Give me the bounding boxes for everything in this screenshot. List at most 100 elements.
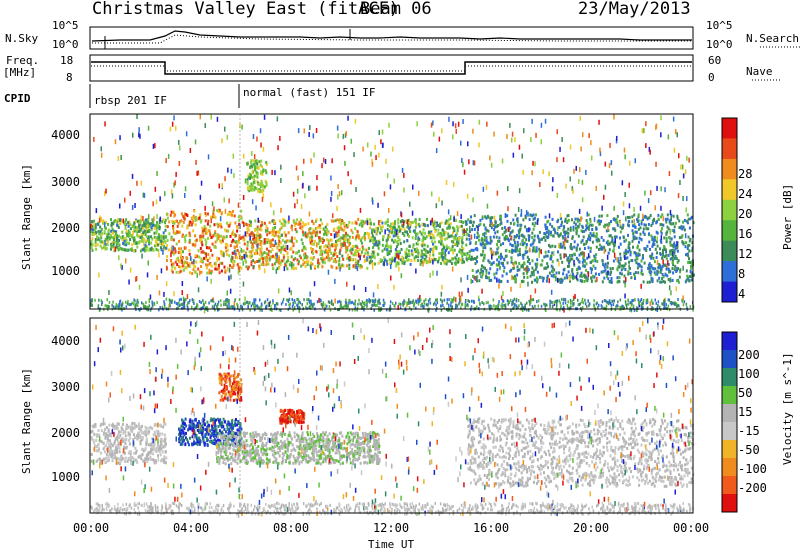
power-cell [211, 253, 214, 257]
power-noise-cell [655, 161, 657, 167]
power-ground-cell [187, 301, 189, 305]
power-cell [147, 235, 150, 239]
power-noise-cell [461, 291, 463, 297]
power-cell [213, 232, 216, 236]
power-noise-cell [228, 267, 231, 273]
power-ground-cell [127, 299, 129, 303]
power-cell [174, 213, 176, 217]
power-cell [588, 223, 591, 227]
power-cell [262, 263, 265, 267]
power-noise-cell [149, 294, 152, 300]
power-cell [687, 217, 690, 221]
power-noise-cell [116, 236, 118, 242]
power-noise-cell [237, 269, 240, 275]
power-cell [591, 259, 594, 263]
power-cell [424, 248, 427, 252]
power-cell [179, 250, 182, 254]
power-ground-cell [192, 299, 195, 302]
power-cell [90, 240, 93, 244]
power-cell [181, 234, 184, 238]
power-noise-cell [686, 155, 688, 161]
power-cell [459, 248, 462, 252]
power-cell [580, 271, 583, 275]
power-noise-cell [660, 186, 662, 192]
power-cell [448, 226, 451, 230]
power-cell [470, 248, 473, 252]
power-ground-cell [556, 308, 558, 312]
power-noise-cell [232, 229, 234, 235]
power-cell [665, 232, 668, 236]
power-cell [353, 251, 356, 255]
power-ground-cell [529, 302, 531, 306]
power-cell [636, 256, 639, 260]
power-cell [317, 264, 320, 268]
power-cell [551, 225, 554, 229]
power-noise-cell [619, 305, 621, 311]
power-cell [284, 233, 287, 237]
power-cell [634, 230, 637, 234]
power-cell [637, 244, 639, 248]
power-ground-cell [182, 302, 184, 306]
power-cell [364, 236, 367, 240]
power-cell [553, 268, 556, 272]
power-cell [399, 229, 402, 233]
power-cell [429, 247, 432, 251]
power-noise-cell [579, 167, 581, 173]
power-ground-cell [265, 304, 267, 308]
power-cell [266, 227, 269, 231]
power-cell [475, 225, 478, 228]
power-cell [462, 247, 465, 251]
power-cell [335, 242, 338, 246]
power-cell [375, 226, 378, 230]
power-noise-cell [669, 229, 671, 235]
power-cell [100, 236, 103, 240]
power-cell [477, 234, 480, 238]
power-cell [569, 246, 572, 250]
power-cell [293, 220, 296, 224]
power-cell [528, 258, 530, 262]
power-cell [519, 242, 522, 246]
power-cell [334, 248, 337, 252]
power-cell [123, 221, 126, 225]
power-cell [254, 186, 257, 190]
power-noise-cell [587, 272, 590, 278]
power-cell [229, 234, 232, 238]
power-ground-cell [626, 306, 628, 310]
power-noise-cell [384, 229, 386, 235]
power-cell [118, 218, 121, 222]
power-cell [397, 236, 400, 240]
power-cell [559, 281, 562, 284]
power-cell [627, 243, 630, 247]
power-cell [482, 232, 484, 236]
power-ground-cell [422, 305, 425, 309]
power-ground-cell [214, 308, 216, 312]
power-cell [236, 244, 238, 248]
power-cell [278, 244, 281, 248]
power-cell [643, 223, 646, 227]
power-cell [106, 235, 109, 239]
power-ground-cell [121, 304, 123, 308]
power-cell [512, 266, 515, 270]
power-ground-cell [630, 308, 633, 312]
power-cell [122, 242, 125, 245]
power-noise-cell [403, 187, 405, 193]
power-ground-cell [512, 302, 514, 306]
power-cell [431, 221, 434, 225]
power-cell [578, 218, 581, 222]
power-noise-cell [200, 180, 203, 186]
power-noise-cell [119, 203, 121, 209]
power-cell [591, 240, 594, 244]
power-cell [263, 185, 266, 189]
power-cell [473, 276, 476, 280]
power-cell [463, 252, 466, 256]
power-cell [611, 236, 614, 240]
power-cell [375, 241, 378, 245]
power-noise-cell [159, 216, 162, 222]
power-ground-cell [108, 305, 110, 309]
power-noise-cell [147, 260, 149, 266]
power-ground-cell [267, 304, 270, 308]
power-ground-cell [657, 300, 660, 304]
power-cell [686, 221, 689, 225]
power-cell [485, 271, 488, 275]
power-cell [391, 229, 394, 233]
